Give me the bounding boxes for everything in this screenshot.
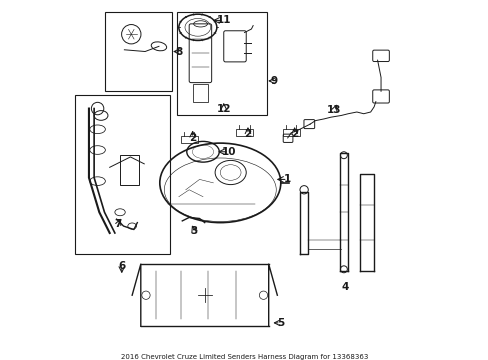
Text: 8: 8: [175, 46, 182, 57]
Bar: [177, 12, 266, 116]
Text: 4: 4: [340, 282, 348, 292]
Bar: [192, 84, 208, 102]
Text: 6: 6: [118, 261, 125, 271]
Text: 5: 5: [277, 318, 284, 328]
Text: 2: 2: [189, 133, 196, 143]
Text: 2: 2: [244, 130, 251, 139]
Text: 11: 11: [216, 15, 230, 26]
Bar: [104, 12, 172, 91]
Text: 2: 2: [290, 130, 298, 139]
Bar: [75, 95, 170, 254]
Text: 2016 Chevrolet Cruze Limited Senders Harness Diagram for 13368363: 2016 Chevrolet Cruze Limited Senders Har…: [121, 354, 367, 360]
Text: 12: 12: [216, 104, 230, 113]
Text: 1: 1: [284, 174, 291, 184]
Text: 7: 7: [114, 219, 122, 229]
Text: 13: 13: [326, 105, 341, 115]
Bar: [120, 155, 139, 185]
Text: 3: 3: [190, 226, 198, 236]
Text: 10: 10: [221, 147, 236, 157]
Text: 9: 9: [270, 76, 277, 86]
